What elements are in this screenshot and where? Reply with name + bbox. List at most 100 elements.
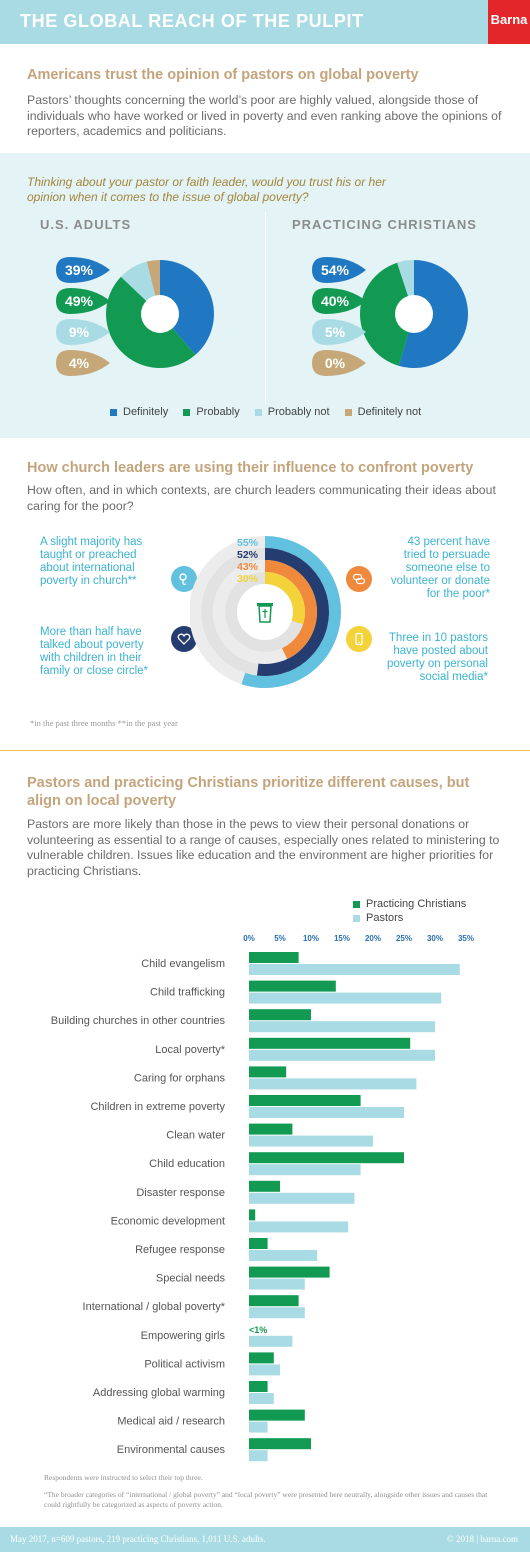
- footer-bar: [0, 1527, 530, 1552]
- bar-practicing-christians: [249, 1238, 268, 1249]
- x-tick-label: 20%: [365, 934, 381, 943]
- causes-bar-chart: 0% 5% 10% 15% 20% 25% 30% 35% Child evangelism Ch…: [51, 934, 474, 1462]
- bar-pastors: [249, 1135, 373, 1147]
- bar-pastors: [249, 1021, 435, 1033]
- phone-icon: [346, 626, 372, 652]
- x-tick-label: 25%: [396, 934, 412, 943]
- category-label: Addressing global warming: [93, 1387, 225, 1399]
- bar-practicing-christians: [249, 980, 336, 992]
- legend-definitely: Definitely: [110, 406, 168, 418]
- donut-hole: [395, 295, 433, 333]
- legend-pastors: Pastors: [353, 911, 466, 925]
- donut-value-label: 54%: [312, 257, 366, 283]
- x-tick-label: 5%: [274, 934, 286, 943]
- bar-pastors: [249, 1107, 404, 1118]
- x-tick-label: 30%: [427, 934, 443, 943]
- bar-pastors: [249, 1192, 355, 1204]
- legend-probably: Probably: [183, 406, 240, 418]
- legend-swatch: [183, 408, 191, 416]
- header-banner: [0, 0, 530, 44]
- bar-practicing-christians: [249, 1009, 311, 1021]
- bar-practicing-christians: [249, 1123, 293, 1135]
- x-tick-label: 0%: [243, 934, 255, 943]
- section1-text: Pastors’ thoughts concerning the world’s…: [27, 93, 502, 138]
- category-label: Empowering girls: [141, 1330, 226, 1342]
- bar-practicing-christians: [249, 1152, 404, 1164]
- legend-swatch: [353, 914, 360, 922]
- category-label: Clean water: [166, 1130, 225, 1142]
- pie-slice-probably: [360, 262, 414, 366]
- category-label: Environmental causes: [117, 1444, 226, 1456]
- bar-practicing-christians: [249, 1209, 256, 1221]
- callout-preached: A slight majority has taught or preached…: [40, 536, 143, 587]
- category-label: Refugee response: [135, 1244, 225, 1256]
- category-label: Economic development: [111, 1215, 225, 1227]
- category-label: Child evangelism: [141, 958, 225, 970]
- category-label: Disaster response: [136, 1187, 225, 1199]
- ring-arc-55: [241, 536, 341, 688]
- legend-swatch: [110, 408, 117, 416]
- ring-label: 43%: [237, 561, 259, 573]
- footer-note: Respondents were instructed to select th…: [44, 1473, 203, 1482]
- bar-practicing-christians: [249, 1381, 268, 1392]
- ring-arc-43: [264, 560, 317, 660]
- legend-label: Definitely: [123, 406, 169, 418]
- bar-practicing-christians: [249, 1266, 330, 1278]
- callout-social-media: Three in 10 pastors have posted about po…: [386, 632, 488, 683]
- category-label: Child education: [149, 1158, 225, 1170]
- donut-hole: [141, 295, 179, 333]
- category-label: Children in extreme poverty: [90, 1101, 225, 1113]
- bar-pastors: [249, 1250, 318, 1261]
- speech-bubble-icon: [346, 566, 372, 592]
- bar-practicing-christians: [249, 1037, 411, 1049]
- bar-practicing-christians: [249, 1180, 280, 1192]
- x-tick-label: 35%: [458, 934, 474, 943]
- donut-value-label: 5%: [312, 319, 366, 345]
- category-label: Political activism: [144, 1358, 225, 1370]
- bar-pastors: [249, 1421, 268, 1433]
- bar-pastors: [249, 992, 442, 1004]
- pie-slice-definitely: [160, 260, 214, 355]
- bar-pastors: [249, 1278, 305, 1290]
- category-label: Local poverty*: [155, 1044, 225, 1056]
- svg-text:54%: 54%: [321, 262, 350, 278]
- category-label: Medical aid / research: [117, 1416, 225, 1428]
- donut-value-label: 0%: [312, 350, 366, 376]
- legend-definitely-not: Definitely not: [344, 406, 422, 418]
- footer-note: “The broader categories of “internationa…: [44, 1490, 488, 1509]
- bar-practicing-christians: [249, 1409, 305, 1421]
- footer-notes: Respondents were instructed to select th…: [44, 1473, 494, 1510]
- category-label: Special needs: [156, 1273, 226, 1285]
- legend-practicing-christians: Practicing Christians: [353, 897, 466, 911]
- ring-label: 52%: [237, 549, 259, 561]
- bar-pastors: [249, 1393, 274, 1404]
- bar-annotation: <1%: [249, 1325, 267, 1335]
- svg-text:4%: 4%: [69, 355, 90, 371]
- legend-label: Definitely not: [357, 406, 422, 418]
- barna-logo[interactable]: Barna: [488, 0, 530, 44]
- legend-label: Practicing Christians: [366, 898, 467, 910]
- donut-value-label: 39%: [56, 257, 110, 283]
- bar-pastors: [249, 1335, 293, 1347]
- legend-label: Probably: [196, 406, 240, 418]
- section2-text: How often, and in which contexts, are ch…: [27, 483, 496, 513]
- category-label: Building churches in other countries: [51, 1015, 226, 1027]
- svg-text:39%: 39%: [65, 262, 94, 278]
- legend-probably-not: Probably not: [254, 406, 330, 418]
- legend-swatch: [353, 900, 360, 908]
- section2-footnote: *in the past three months **in the past …: [30, 718, 178, 728]
- section3-text: Pastors are more likely than those in th…: [27, 817, 500, 878]
- bar-pastors: [249, 1450, 268, 1462]
- bar-pastors: [249, 1049, 435, 1061]
- bar-chart-legend: Practicing Christians Pastors: [353, 897, 466, 925]
- ring-label: 30%: [237, 573, 259, 585]
- bar-practicing-christians: [249, 1295, 299, 1307]
- survey-question: Thinking about your pastor or faith lead…: [27, 175, 386, 204]
- ring-arc-52: [256, 548, 329, 676]
- us-adults-title: U.S. ADULTS: [40, 217, 132, 232]
- bar-pastors: [249, 1221, 349, 1233]
- bar-practicing-christians: [249, 1095, 361, 1106]
- legend-swatch: [254, 408, 262, 416]
- footer-copyright[interactable]: © 2018 | barna.com: [446, 1534, 518, 1544]
- callout-children: More than half have talked about poverty…: [40, 626, 148, 677]
